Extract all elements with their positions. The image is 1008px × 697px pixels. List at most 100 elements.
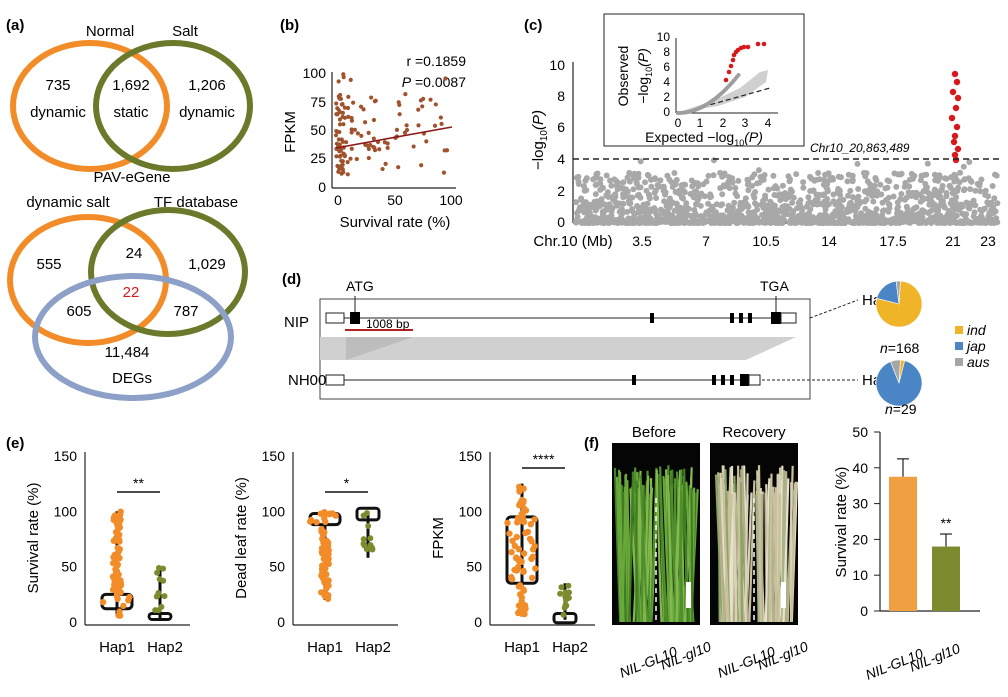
b-point [337, 96, 342, 101]
c-xtick: 10.5 [752, 233, 779, 249]
c-point [629, 208, 636, 215]
c-point [573, 199, 579, 206]
c-point [726, 185, 733, 192]
b-ytick: 75 [310, 94, 326, 110]
c-point [971, 209, 978, 216]
c-point [944, 211, 951, 218]
c-point [719, 201, 726, 208]
c-point [680, 207, 687, 214]
c-point [920, 188, 927, 195]
f-plant-leaf [768, 473, 773, 623]
c-point [749, 209, 756, 216]
e-plot: 150 100 50 0 Dead leaf rate (%) * Hap1 Hap2 [233, 448, 398, 656]
b-point [439, 121, 444, 126]
c-point [885, 194, 892, 201]
c-point [656, 183, 663, 190]
c-ytick: 6 [557, 119, 565, 135]
e-point-hap1 [532, 565, 539, 572]
legend-label-aus: aus [967, 354, 990, 370]
b-ylabel: FPKM [282, 111, 299, 153]
e-point-hap2 [154, 569, 161, 576]
c-point [961, 176, 968, 183]
c-ytick: 4 [557, 151, 565, 167]
b-point [336, 107, 341, 113]
b-point [421, 96, 426, 101]
b-point [340, 167, 345, 172]
b-point [340, 110, 345, 115]
e-point-hap1 [327, 510, 334, 517]
e-ytick: 150 [262, 448, 286, 464]
b-point [424, 139, 429, 144]
c-point [917, 177, 924, 184]
c-point [895, 211, 902, 218]
c-point [713, 201, 720, 208]
e-point-hap2 [367, 535, 374, 542]
f-plant-leaf [714, 474, 724, 623]
c-point [931, 202, 938, 209]
panel-label-c: (c) [524, 17, 542, 34]
c-point [865, 214, 872, 221]
c-point [939, 219, 946, 226]
f-ytick: 40 [852, 460, 868, 476]
e-point-hap2 [365, 523, 372, 529]
c-point [861, 198, 868, 205]
c-point [840, 196, 847, 203]
legend-label-jap: jap [965, 338, 986, 354]
d-n1-value: =168 [888, 340, 920, 356]
c-point [637, 184, 644, 191]
f-bar-label: NIL-gl10 [907, 640, 962, 675]
c-point [701, 193, 708, 200]
c-xlabel: Chr.10 (Mb) [533, 233, 612, 250]
c-point [624, 208, 631, 215]
b-point [334, 101, 339, 106]
c-point [771, 210, 778, 217]
c-sig-point [953, 78, 961, 86]
e-point-hap1 [112, 515, 119, 522]
e-group-label: Hap2 [355, 639, 391, 656]
c-point [872, 175, 879, 181]
c-sig-point [952, 156, 960, 164]
d-nh001-label: NH001 [288, 372, 335, 389]
c-point [605, 220, 612, 226]
c-point [978, 216, 985, 223]
e-ylabel: FPKM [430, 517, 447, 559]
c-inset-ylabel2-p: (P) [635, 48, 651, 67]
e-point-hap1 [520, 586, 527, 593]
c-point [971, 219, 978, 226]
b-point [416, 107, 421, 112]
b-point [394, 127, 400, 132]
c-point [679, 219, 686, 226]
b-point [348, 77, 353, 82]
e-ytick: 50 [61, 559, 77, 575]
c-point [960, 187, 967, 194]
c-xtick: 7 [702, 233, 710, 249]
e-point-hap2 [161, 593, 168, 600]
c-point [685, 219, 692, 226]
c-inset-ytick: 0 [663, 105, 670, 119]
e-ytick: 50 [269, 559, 285, 575]
e-group-label: Hap2 [552, 639, 588, 656]
e-point-hap1 [531, 516, 538, 523]
b-point [416, 123, 421, 128]
b-ytick: 25 [310, 150, 326, 166]
c-point [800, 179, 807, 186]
f-plant-leaf [755, 494, 760, 623]
panel-b-y-ticks: 100 75 50 25 0 [303, 65, 327, 195]
c-point [873, 206, 880, 213]
f-photo-label: NIL-gl10 [658, 638, 713, 673]
b-point [362, 120, 368, 125]
b-point [368, 142, 373, 148]
b-point [349, 146, 354, 151]
c-point [642, 179, 648, 186]
c-point [865, 208, 872, 215]
c-inset-ytick: 2 [663, 90, 670, 104]
c-ytick: 10 [549, 57, 565, 73]
c-point [576, 206, 583, 213]
c-point [822, 171, 829, 178]
b-point [396, 165, 401, 170]
c-point [675, 207, 682, 214]
pie-slice-aus [895, 280, 901, 305]
f-plant-leaf [655, 469, 663, 623]
c-point [717, 185, 724, 192]
e-ytick: 100 [54, 503, 78, 519]
